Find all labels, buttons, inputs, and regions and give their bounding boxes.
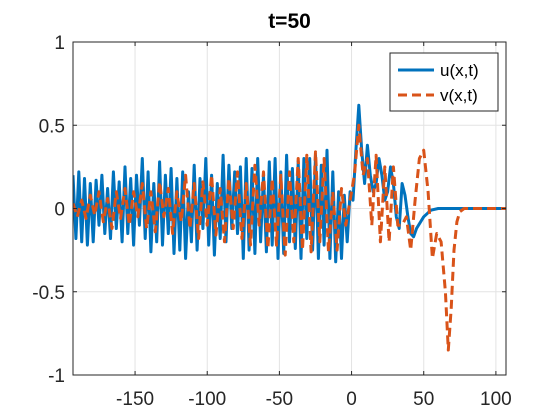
legend-label: v(x,t) <box>440 86 478 105</box>
y-tick-label: 1 <box>54 33 65 54</box>
series-line-1 <box>73 103 506 264</box>
x-tick-label: 0 <box>346 389 357 410</box>
x-tick-label: -150 <box>116 389 154 410</box>
series-layer <box>73 103 506 352</box>
x-tick-label: -50 <box>266 389 293 410</box>
legend-box <box>389 52 499 112</box>
y-tick-label: -1 <box>48 366 65 387</box>
x-tick-label: -100 <box>188 389 226 410</box>
y-tick-label: 0.5 <box>39 116 65 137</box>
x-tick-label: 50 <box>413 389 434 410</box>
ticks: -150 -100 -50 0 50 100 1 0.5 0 -0.5 -1 <box>32 33 511 410</box>
x-tick-label: 100 <box>480 389 512 410</box>
legend-label: u(x,t) <box>440 61 479 80</box>
series-line-2 <box>73 123 506 352</box>
y-tick-label: -0.5 <box>32 283 65 304</box>
y-tick-label: 0 <box>54 200 65 221</box>
legend: u(x,t) v(x,t) <box>389 52 499 112</box>
chart-title: t=50 <box>268 10 311 33</box>
